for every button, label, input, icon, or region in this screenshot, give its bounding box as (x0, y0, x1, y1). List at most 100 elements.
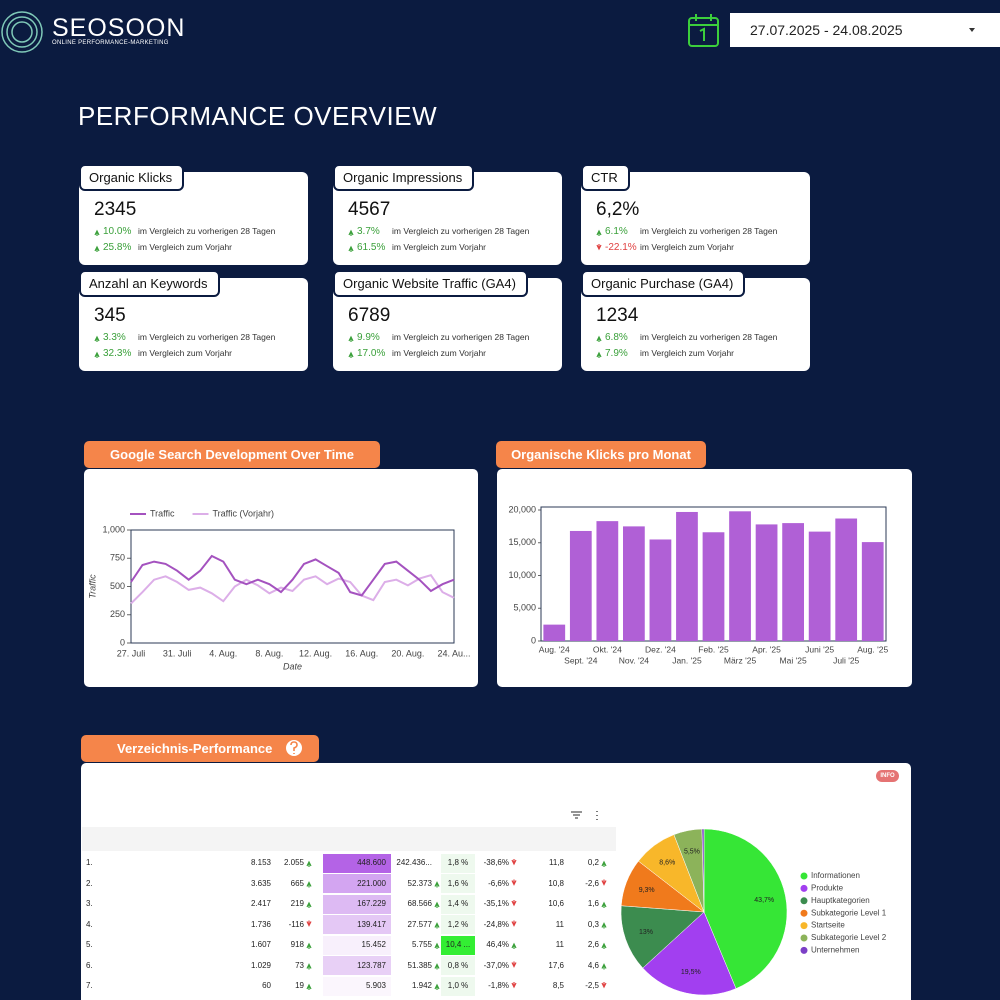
kpi-delta: 32.3% (103, 348, 132, 359)
kpi-comparison: im Vergleich zum Vorjahr (640, 348, 735, 358)
kpi-comparison: im Vergleich zu vorherigen 28 Tagen (138, 332, 276, 342)
table-cell: 1.607 (250, 940, 271, 949)
kpi-comparison: im Vergleich zu vorherigen 28 Tagen (392, 226, 530, 236)
kpi-delta: 3.7% (357, 226, 380, 237)
table-cell: 139.417 (357, 919, 386, 929)
table-cell: 8,5 (552, 981, 564, 990)
kpi-delta: 6.1% (605, 226, 628, 237)
table-cell: 5.903 (365, 981, 386, 990)
table-cell: 242.436... (396, 858, 432, 867)
info-badge: INFO (876, 770, 899, 782)
column-header: Δ (600, 833, 608, 843)
kpi-comparison: im Vergleich zu vorherigen 28 Tagen (138, 226, 276, 236)
cell-bg (441, 853, 475, 873)
column-header: % Δ (501, 833, 517, 843)
kpi-comparison: im Vergleich zu vorherigen 28 Tagen (640, 332, 778, 342)
kpi-comparison: im Vergleich zu vorherigen 28 Tagen (640, 226, 778, 236)
table-cell: 5.755 (411, 940, 432, 949)
table-cell: 7. (86, 981, 93, 990)
table-cell: -2,6 (585, 878, 599, 888)
table-cell: 10,8 (548, 878, 564, 888)
table-cell: 51.385 (407, 960, 432, 970)
table-cell: 1,4 % (447, 899, 469, 908)
kpi-comparison: im Vergleich zum Vorjahr (138, 242, 233, 252)
kpi-comparison: im Vergleich zum Vorjahr (138, 348, 233, 358)
table-cell: 4,6 (587, 960, 599, 970)
table-cell: 3. (86, 899, 93, 908)
table-cell: 11 (555, 919, 564, 929)
cell-bg (441, 956, 475, 975)
panel (84, 469, 478, 687)
table-cell: -1,8% (488, 981, 509, 990)
table-cell: 448.600 (357, 858, 386, 867)
panel-tab: Organische Klicks pro Monat (496, 441, 706, 468)
table-cell: 221.000 (357, 878, 386, 888)
kpi-delta: 6.8% (605, 332, 628, 343)
kpi-delta: 10.0% (103, 226, 132, 237)
table-cell: 167.229 (357, 899, 386, 908)
kpi-value: 6,2% (596, 199, 640, 220)
table-cell: 1.029 (250, 960, 271, 970)
cell-bg (323, 935, 391, 955)
cell-bg (441, 976, 475, 996)
table-cell: -6,6% (488, 878, 509, 888)
table-cell: 19 (295, 981, 304, 990)
panel-tab: Verzeichnis-Performance (81, 735, 319, 762)
table-cell: 1.942 (411, 981, 432, 990)
kpi-label: Organic Impressions (333, 164, 475, 191)
page-title: PERFORMANCE OVERVIEW (78, 101, 438, 131)
table-cell: 17,6 (548, 960, 564, 970)
column-header: Avg. Position (530, 829, 564, 849)
kpi-value: 2345 (94, 199, 137, 220)
kpi-value: 345 (94, 305, 126, 326)
table-cell: 1,6 % (447, 878, 469, 888)
kpi-delta: 61.5% (357, 242, 386, 253)
kpi-label: Organic Website Traffic (GA4) (333, 270, 528, 297)
table-cell: 1,6 (587, 899, 599, 908)
table-cell: 52.373 (407, 878, 432, 888)
kpi-label: CTR (581, 164, 630, 191)
kpi-delta: 9.9% (357, 332, 380, 343)
table-cell: 10,4 ... (445, 940, 471, 949)
table-cell: 2. (86, 878, 93, 888)
kpi-comparison: im Vergleich zum Vorjahr (392, 348, 487, 358)
panel-tab: Google Search Development Over Time (84, 441, 380, 468)
kpi-comparison: im Vergleich zum Vorjahr (640, 242, 735, 252)
kpi-value: 6789 (348, 305, 391, 326)
kpi-comparison: im Vergleich zu vorherigen 28 Tagen (392, 332, 530, 342)
cell-bg (323, 956, 391, 975)
table-cell: 1.736 (250, 919, 271, 929)
column-header: URL CTR (450, 829, 468, 849)
kpi-comparison: im Vergleich zum Vorjahr (392, 242, 487, 252)
table-cell: 4. (86, 919, 93, 929)
table-cell: -38,6% (483, 858, 509, 867)
table-cell: 2.417 (250, 899, 271, 908)
table-cell: -37,0% (483, 960, 509, 970)
table-cell: 60 (262, 981, 271, 990)
table-cell: 8.153 (250, 858, 271, 867)
cell-bg (441, 915, 475, 934)
table-cell: 46,4% (486, 940, 509, 949)
table-cell: 0,2 (587, 858, 599, 867)
table-cell: 27.577 (407, 919, 432, 929)
column-header: Verzeichnis (124, 833, 171, 843)
cell-bg (323, 915, 391, 934)
table-cell: 11 (555, 940, 564, 949)
date-range-dropdown[interactable]: 27.07.2025 - 24.08.2025 (730, 13, 1000, 47)
table-cell: 11,8 (549, 858, 564, 867)
table-cell: 665 (290, 878, 304, 888)
calendar-icon (688, 14, 719, 47)
table-cell: -2,5 (585, 981, 599, 990)
cell-bg (323, 894, 391, 914)
column-header: Url Clicks (230, 833, 270, 843)
kpi-value: 4567 (348, 199, 391, 220)
logo-title: SEOSOON (52, 14, 186, 42)
kpi-delta: 25.8% (103, 242, 132, 253)
kpi-label: Anzahl an Keywords (79, 270, 220, 297)
table-cell: 123.787 (357, 960, 386, 970)
table-cell: 2.055 (283, 858, 304, 867)
table-cell: 0,8 % (447, 960, 469, 970)
table-cell: -24,8% (483, 919, 509, 929)
kpi-delta: 17.0% (357, 348, 386, 359)
cell-bg (441, 874, 475, 893)
